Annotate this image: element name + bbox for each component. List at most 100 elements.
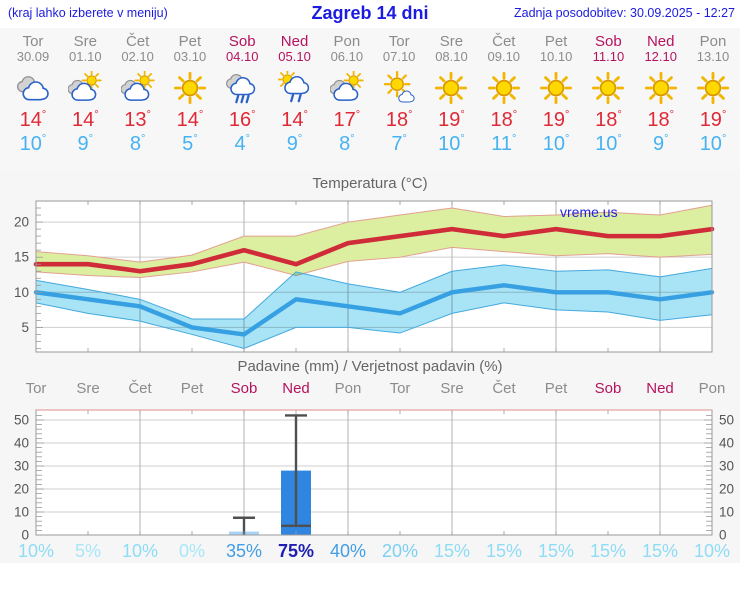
min-temp-line [33,283,715,337]
partly-cloudy-icon [121,71,155,105]
day-column[interactable]: Tor 30.09 14° 10° [6,28,60,156]
min-temperature: 11° [491,133,517,155]
precip-day-label: Pon [334,380,362,397]
min-temperature: 10° [19,133,47,155]
sunny-icon [487,71,521,105]
svg-text:0: 0 [21,528,29,541]
page-header: (kraj lahko izberete v meniju) Zagreb 14… [0,0,740,28]
precip-day-label: Pet [544,380,568,397]
precip-day-label: Sre [76,380,100,397]
sunny-icon [644,71,678,105]
day-date: 10.10 [539,49,573,64]
svg-text:20: 20 [14,215,29,230]
svg-text:5: 5 [21,320,29,335]
day-name: Sre [73,33,97,50]
day-column[interactable]: Čet 02.10 13° 8° [111,28,165,156]
precip-probability-label: 15% [485,541,523,561]
vreme-us-watermark: vreme.us [560,204,618,220]
svg-text:10: 10 [14,285,29,300]
min-temperature: 10° [595,133,622,155]
day-date: 13.10 [696,49,730,64]
day-name: Tor [388,33,410,50]
day-date: 01.10 [69,49,102,64]
day-column[interactable]: Pet 03.10 14° 5° [163,28,217,156]
min-temperature: 9° [286,133,303,155]
precip-probability-label: 15% [641,541,679,561]
day-date: 08.10 [435,49,468,64]
precip-probability-label: 10% [17,541,55,561]
day-date: 02.10 [121,49,154,64]
precip-day-label: Sob [230,380,258,397]
day-column[interactable]: Tor 07.10 18° 7° [372,28,426,156]
charts-section: Temperatura (°C) 5 10 15 20 vreme.us Padavin… [0,170,740,563]
svg-text:15: 15 [14,250,29,265]
forecast-strip: Tor 30.09 14° 10° Sre 01.10 14° 9° Čet 0… [0,28,740,170]
day-name: Ned [280,33,309,50]
day-column[interactable]: Ned 05.10 14° 9° [268,28,322,156]
precip-probability-label: 15% [433,541,471,561]
min-temperature: 10° [438,133,465,155]
max-temperature: 18° [595,109,622,131]
min-temperature: 9° [77,133,94,155]
day-date: 12.10 [644,49,677,64]
day-column[interactable]: Sob 04.10 16° 4° [215,28,269,156]
day-name: Čet [492,33,516,50]
page-title: Zagreb 14 dni [311,3,429,23]
day-date: 05.10 [278,49,311,64]
precip-day-label: Tor [25,380,47,397]
min-temperature: 8° [339,133,355,155]
day-name: Sob [595,33,622,50]
day-column[interactable]: Sre 08.10 19° 10° [424,28,478,156]
precip-day-label: Čet [492,380,516,397]
min-temperature: 4° [234,133,250,155]
sun-rain-icon [278,71,312,105]
precip-probability-label: 40% [329,541,367,561]
sunny-icon [173,71,207,105]
rain-icon [225,71,259,105]
svg-text:20: 20 [719,482,734,497]
location-menu-note: (kraj lahko izberete v meniju) [8,6,168,20]
day-column[interactable]: Sre 01.10 14° 9° [58,28,112,156]
svg-text:50: 50 [14,413,29,428]
min-temperature: 10° [542,133,570,155]
max-temperature: 14° [176,109,204,131]
precip-day-label: Tor [389,380,411,397]
day-column[interactable]: Pon 06.10 17° 8° [320,28,374,156]
day-date: 04.10 [225,49,259,64]
day-column[interactable]: Pon 13.10 19° 10° [686,28,740,156]
svg-text:50: 50 [719,413,734,428]
day-name: Čet [125,33,150,50]
precip-probability-label: 5% [74,541,102,561]
day-name: Pon [699,33,727,50]
day-column[interactable]: Čet 09.10 18° 11° [477,28,531,156]
precip-probability-label: 0% [178,541,206,561]
svg-text:30: 30 [719,459,734,474]
sunny-icon [591,71,625,105]
day-name: Tor [22,33,44,50]
day-date: 03.10 [173,49,207,64]
day-date: 11.10 [592,49,625,64]
partly-cloudy-icon [330,71,364,105]
max-temp-line [33,226,715,274]
max-temperature: 14° [19,109,47,131]
precip-probability-label: 75% [277,541,315,561]
precip-probability-label: 10% [121,541,159,561]
precip-probability-label: 35% [225,541,263,561]
day-name: Pet [544,33,568,50]
precip-probability-label: 15% [589,541,627,561]
day-column[interactable]: Sob 11.10 18° 10° [581,28,635,156]
cloudy-icon [16,71,50,105]
svg-text:40: 40 [719,436,734,451]
max-temperature: 14° [71,109,99,131]
day-column[interactable]: Ned 12.10 18° 9° [634,28,688,156]
precip-probability-row: 10% 5% 10% 0% 35% 75% 40% 20% 15% 15% 15% 15% 15% 10% [0,540,740,563]
partly-cloudy-icon [68,71,102,105]
sunny-icon [434,71,468,105]
max-temperature: 16° [228,109,256,131]
precipitation-chart: 0 0 10 10 20 20 30 30 40 40 50 50 [14,409,734,541]
day-date: 07.10 [382,49,416,64]
day-column[interactable]: Pet 10.10 19° 10° [529,28,583,156]
max-temperature: 18° [647,109,675,131]
sunny-icon [696,71,730,105]
